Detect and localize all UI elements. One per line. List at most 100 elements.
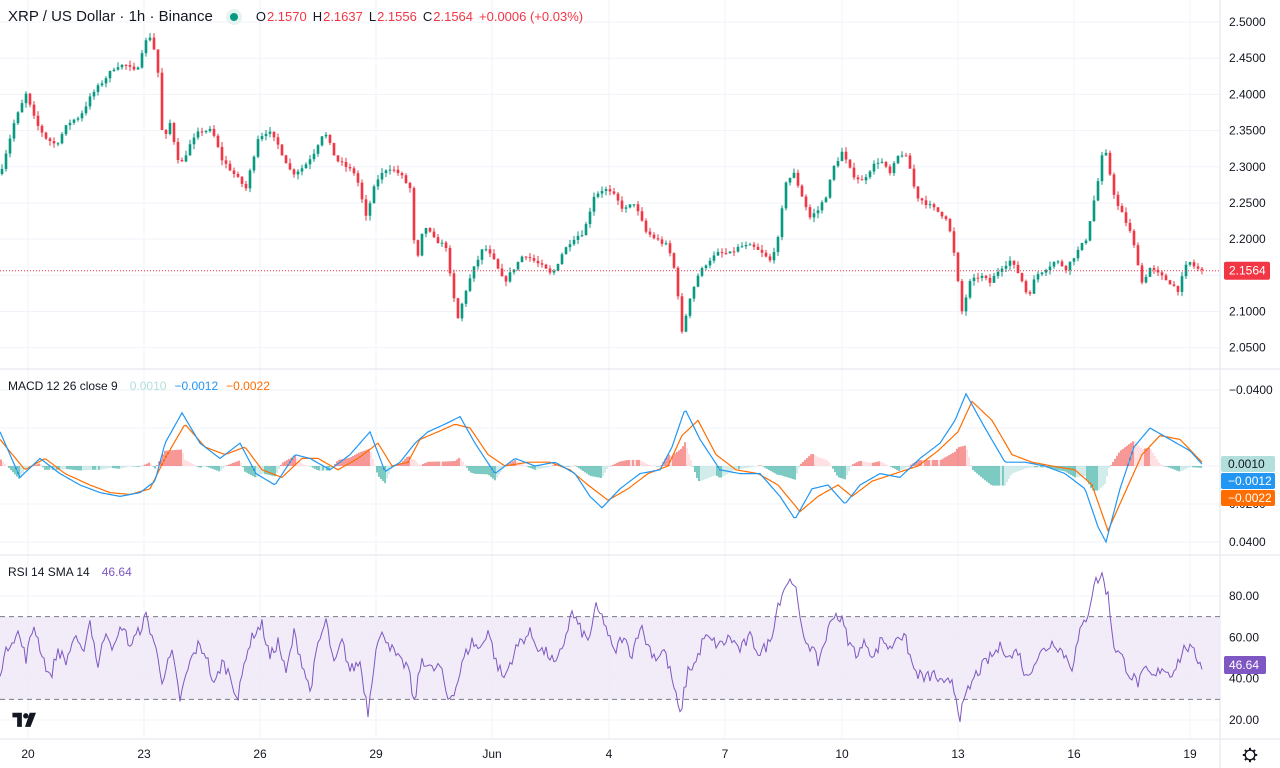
candle-body	[768, 256, 772, 261]
macd-bar	[928, 459, 930, 466]
candle-body	[1004, 265, 1008, 269]
macd-label[interactable]: MACD	[8, 379, 44, 393]
candle	[588, 207, 592, 228]
candle	[832, 164, 836, 182]
macd-bar	[314, 466, 316, 469]
candle	[652, 232, 656, 240]
macd-bar	[250, 466, 252, 476]
candle-body	[588, 211, 592, 225]
macd-bar	[102, 466, 104, 470]
macd-bar	[614, 463, 616, 466]
candle-body	[516, 262, 520, 270]
candle-body	[1120, 205, 1124, 213]
candle-body	[760, 249, 764, 253]
macd-bar	[450, 461, 452, 466]
close-label: C	[422, 9, 433, 24]
macd-bar	[814, 455, 816, 466]
rsi-label[interactable]: RSI	[8, 565, 29, 579]
macd-bar	[572, 466, 574, 467]
candle-body	[8, 138, 12, 154]
macd-bar	[248, 466, 250, 474]
macd-bar	[480, 466, 482, 475]
candle-body	[108, 71, 112, 79]
candle	[964, 294, 968, 316]
macd-bar	[288, 458, 290, 466]
macd-bar	[492, 466, 494, 479]
rsi-value-tag	[1224, 655, 1266, 674]
macd-bar	[924, 459, 926, 466]
candle-body	[628, 204, 632, 208]
candle	[336, 155, 340, 163]
macd-bar	[2, 461, 4, 466]
macd-bar	[736, 466, 738, 470]
macd-bar	[676, 451, 678, 466]
macd-bar	[1168, 466, 1170, 468]
macd-bar	[588, 466, 590, 476]
candle	[84, 101, 88, 116]
candle	[744, 241, 748, 250]
macd-bar	[634, 459, 636, 466]
macd-bar	[530, 466, 532, 469]
candle-body	[4, 153, 8, 169]
candle-body	[688, 298, 692, 316]
macd-bar	[478, 466, 480, 474]
candle	[40, 124, 44, 137]
candle-body	[204, 131, 208, 133]
macd-bar	[10, 466, 12, 471]
candle-body	[72, 119, 76, 123]
gear-icon[interactable]	[1242, 747, 1258, 763]
macd-bar	[398, 464, 400, 466]
candle-body	[792, 172, 796, 178]
candle-body	[184, 155, 188, 162]
candle-body	[840, 151, 844, 162]
macd-bar	[92, 466, 94, 470]
macd-bar	[914, 462, 916, 466]
macd-bar	[948, 455, 950, 466]
candle	[1076, 246, 1080, 262]
candle	[212, 125, 216, 138]
price-axis-label: 2.4000	[1229, 87, 1266, 101]
macd-bar	[406, 456, 408, 466]
candle-body	[1200, 268, 1204, 271]
candle-body	[164, 129, 168, 135]
candle	[104, 76, 108, 88]
macd-bar	[1198, 466, 1200, 468]
macd-bar	[790, 466, 792, 479]
macd-bar	[1158, 462, 1160, 466]
rsi-legend: RSI 14 SMA 14 46.64	[8, 565, 135, 579]
macd-bar	[840, 466, 842, 479]
macd-value-tag-label: −0.0012	[1228, 474, 1272, 488]
candle-body	[40, 125, 44, 133]
macd-bar	[74, 466, 76, 470]
macd-bar	[890, 466, 892, 467]
candle	[80, 110, 84, 122]
macd-bar	[1194, 466, 1196, 468]
macd-histogram	[0, 441, 1202, 491]
macd-bar	[990, 466, 992, 485]
macd-bar	[986, 466, 988, 482]
candle-body	[48, 138, 52, 142]
candle	[724, 248, 728, 255]
candle-body	[1128, 222, 1132, 231]
macd-bar	[816, 456, 818, 466]
candle-body	[1100, 155, 1104, 182]
macd-bar	[624, 460, 626, 466]
macd-bar	[182, 452, 184, 466]
candle-body	[900, 155, 904, 157]
macd-bar	[826, 459, 828, 466]
macd-bar	[844, 466, 846, 480]
open-label: O	[255, 9, 266, 24]
macd-bar	[14, 466, 16, 475]
macd-bar	[664, 459, 666, 466]
macd-bar	[1092, 466, 1094, 491]
symbol-title[interactable]: XRP / US Dollar · 1h · Binance	[8, 8, 213, 25]
candle-body	[880, 161, 884, 163]
macd-bar	[1176, 466, 1178, 471]
candle-body	[972, 277, 976, 282]
macd-bar	[1196, 466, 1198, 468]
macd-bar	[330, 466, 332, 470]
candle	[984, 274, 988, 281]
macd-bar	[24, 466, 26, 469]
candle-body	[144, 40, 148, 54]
candle	[612, 187, 616, 196]
